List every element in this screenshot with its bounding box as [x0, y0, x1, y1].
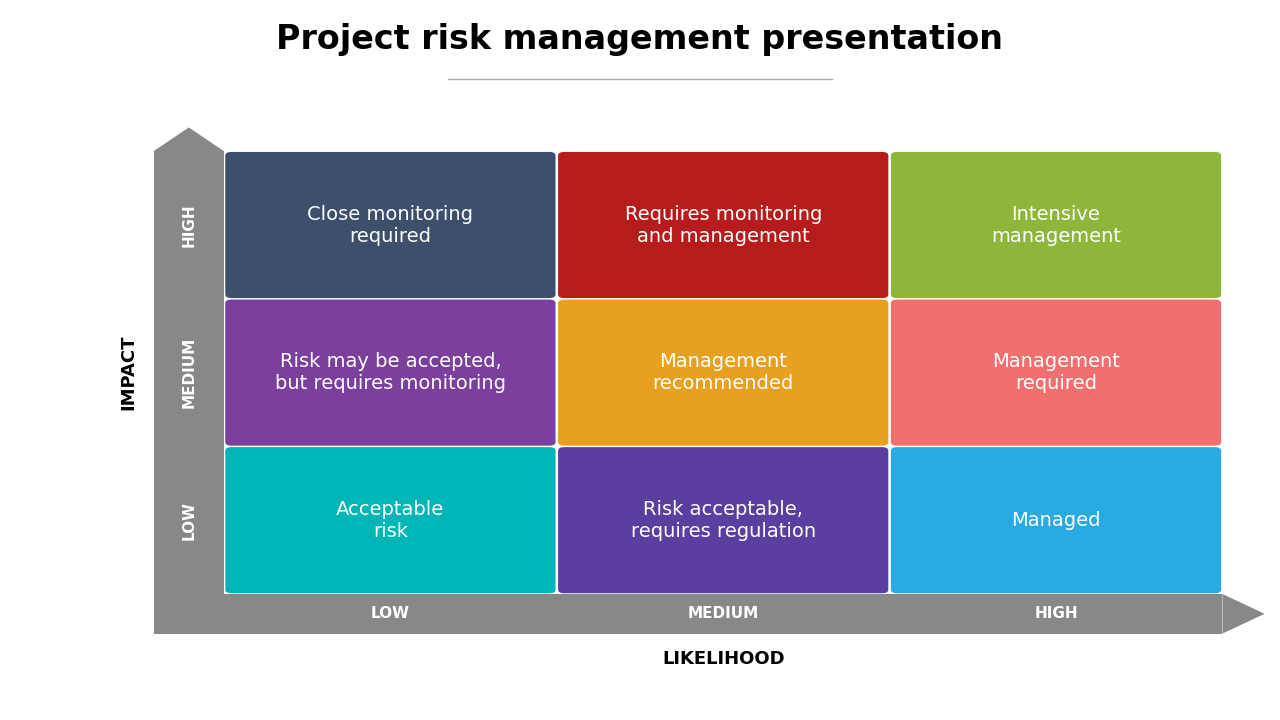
FancyBboxPatch shape	[225, 447, 556, 593]
Text: Intensive
management: Intensive management	[991, 204, 1121, 246]
FancyBboxPatch shape	[891, 447, 1221, 593]
Bar	[154, 151, 224, 594]
FancyBboxPatch shape	[558, 300, 888, 446]
Text: IMPACT: IMPACT	[119, 335, 137, 410]
FancyBboxPatch shape	[891, 300, 1221, 446]
Text: Management
required: Management required	[992, 352, 1120, 393]
Text: LOW: LOW	[371, 606, 410, 621]
Text: LOW: LOW	[182, 500, 196, 540]
Text: MEDIUM: MEDIUM	[687, 606, 759, 621]
Text: Management
recommended: Management recommended	[653, 352, 794, 393]
Text: LIKELIHOOD: LIKELIHOOD	[662, 649, 785, 668]
Text: MEDIUM: MEDIUM	[182, 337, 196, 408]
Text: Acceptable
risk: Acceptable risk	[337, 500, 444, 541]
FancyBboxPatch shape	[225, 152, 556, 298]
Text: Close monitoring
required: Close monitoring required	[307, 204, 474, 246]
Text: Risk may be accepted,
but requires monitoring: Risk may be accepted, but requires monit…	[275, 352, 506, 393]
Text: Project risk management presentation: Project risk management presentation	[276, 23, 1004, 56]
Text: Risk acceptable,
requires regulation: Risk acceptable, requires regulation	[631, 500, 815, 541]
Text: Managed: Managed	[1011, 510, 1101, 530]
Text: HIGH: HIGH	[182, 203, 196, 247]
Polygon shape	[154, 127, 224, 151]
FancyBboxPatch shape	[558, 152, 888, 298]
Polygon shape	[1222, 594, 1265, 634]
Bar	[224, 594, 1222, 634]
Bar	[154, 594, 224, 634]
FancyBboxPatch shape	[891, 152, 1221, 298]
Text: Requires monitoring
and management: Requires monitoring and management	[625, 204, 822, 246]
FancyBboxPatch shape	[558, 447, 888, 593]
FancyBboxPatch shape	[225, 300, 556, 446]
Text: HIGH: HIGH	[1034, 606, 1078, 621]
